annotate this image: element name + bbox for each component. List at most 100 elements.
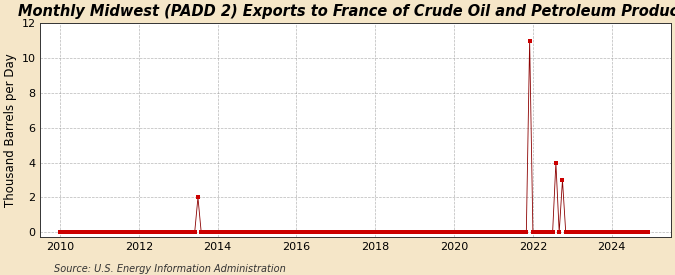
Point — [367, 230, 377, 235]
Point — [278, 230, 289, 235]
Point — [439, 230, 450, 235]
Point — [432, 230, 443, 235]
Point — [452, 230, 463, 235]
Point — [570, 230, 581, 235]
Point — [219, 230, 230, 235]
Point — [163, 230, 173, 235]
Point — [554, 230, 564, 235]
Point — [623, 230, 634, 235]
Point — [354, 230, 364, 235]
Point — [360, 230, 371, 235]
Point — [235, 230, 246, 235]
Point — [472, 230, 483, 235]
Point — [380, 230, 391, 235]
Point — [514, 230, 525, 235]
Point — [130, 230, 141, 235]
Y-axis label: Thousand Barrels per Day: Thousand Barrels per Day — [4, 53, 17, 207]
Point — [576, 230, 587, 235]
Point — [389, 230, 400, 235]
Point — [373, 230, 384, 235]
Point — [626, 230, 637, 235]
Point — [281, 230, 292, 235]
Point — [94, 230, 105, 235]
Point — [196, 230, 207, 235]
Point — [491, 230, 502, 235]
Point — [107, 230, 118, 235]
Point — [88, 230, 99, 235]
Point — [186, 230, 197, 235]
Point — [442, 230, 453, 235]
Point — [261, 230, 272, 235]
Point — [587, 230, 597, 235]
Point — [495, 230, 506, 235]
Point — [498, 230, 509, 235]
Point — [199, 230, 210, 235]
Point — [209, 230, 220, 235]
Point — [242, 230, 252, 235]
Point — [340, 230, 351, 235]
Point — [291, 230, 302, 235]
Point — [301, 230, 312, 235]
Point — [65, 230, 76, 235]
Point — [245, 230, 256, 235]
Point — [344, 230, 354, 235]
Point — [113, 230, 124, 235]
Point — [613, 230, 624, 235]
Point — [146, 230, 157, 235]
Point — [357, 230, 368, 235]
Point — [111, 230, 122, 235]
Point — [255, 230, 266, 235]
Point — [521, 230, 532, 235]
Point — [541, 230, 551, 235]
Point — [574, 230, 585, 235]
Point — [455, 230, 466, 235]
Point — [475, 230, 486, 235]
Point — [202, 230, 213, 235]
Point — [169, 230, 180, 235]
Point — [393, 230, 404, 235]
Point — [310, 230, 321, 235]
Point — [268, 230, 279, 235]
Point — [225, 230, 236, 235]
Point — [511, 230, 522, 235]
Point — [314, 230, 325, 235]
Point — [419, 230, 430, 235]
Point — [252, 230, 263, 235]
Point — [406, 230, 417, 235]
Point — [84, 230, 95, 235]
Point — [363, 230, 374, 235]
Point — [636, 230, 647, 235]
Point — [120, 230, 131, 235]
Point — [616, 230, 627, 235]
Point — [564, 230, 574, 235]
Point — [377, 230, 387, 235]
Title: Monthly Midwest (PADD 2) Exports to France of Crude Oil and Petroleum Products: Monthly Midwest (PADD 2) Exports to Fran… — [18, 4, 675, 19]
Point — [294, 230, 305, 235]
Point — [396, 230, 407, 235]
Point — [298, 230, 308, 235]
Point — [426, 230, 437, 235]
Point — [409, 230, 420, 235]
Point — [189, 230, 200, 235]
Point — [157, 230, 167, 235]
Point — [124, 230, 134, 235]
Point — [620, 230, 630, 235]
Point — [206, 230, 217, 235]
Point — [166, 230, 177, 235]
Point — [275, 230, 286, 235]
Point — [350, 230, 361, 235]
Point — [232, 230, 243, 235]
Point — [288, 230, 298, 235]
Point — [462, 230, 472, 235]
Point — [153, 230, 164, 235]
Point — [229, 230, 240, 235]
Point — [331, 230, 342, 235]
Point — [333, 230, 344, 235]
Point — [78, 230, 88, 235]
Point — [412, 230, 423, 235]
Point — [629, 230, 640, 235]
Point — [606, 230, 617, 235]
Point — [508, 230, 518, 235]
Point — [557, 178, 568, 182]
Point — [68, 230, 78, 235]
